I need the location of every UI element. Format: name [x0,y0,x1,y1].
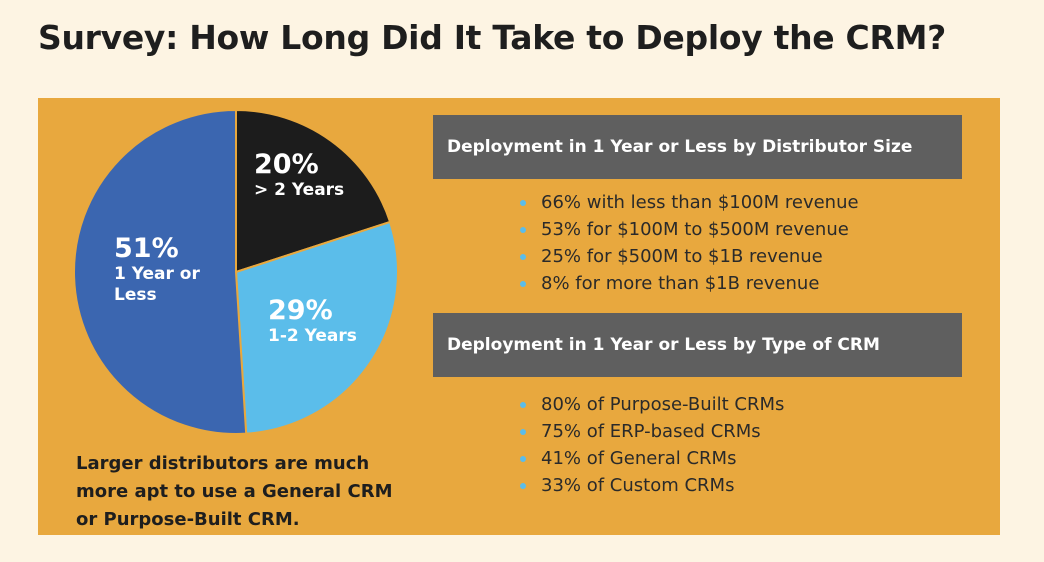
slice-category-label: 1-2 Years [268,326,357,346]
bullet [520,281,526,287]
bullet [520,200,526,206]
slice-label: 29% 1-2 Years [268,296,357,347]
slice-label: 51% 1 Year or Less [114,234,204,306]
bullet-item: 25% for $500M to $1B revenue [541,246,823,267]
note: Larger distributors are much more apt to… [76,453,393,530]
page-title: Survey: How Long Did It Take to Deploy t… [38,18,946,57]
bullet [520,456,526,462]
slice-category-label: > 2 Years [254,180,345,200]
slice-value-label: 20% [254,149,319,180]
bullet [520,227,526,233]
bullet-item: 80% of Purpose-Built CRMs [541,394,785,415]
bullet-item: 33% of Custom CRMs [541,475,735,496]
bullet-item: 75% of ERP-based CRMs [541,421,761,442]
bullet [520,429,526,435]
bullet-item: 53% for $100M to $500M revenue [541,219,849,240]
bullet [520,402,526,408]
bullet-item: 66% with less than $100M revenue [541,192,859,213]
bullet-item: 8% for more than $1B revenue [541,273,820,294]
pie-slice [234,220,399,435]
bullet [520,254,526,260]
pie-slice [235,108,392,274]
pie-slice [72,108,248,435]
slice-label: 20% > 2 Years [254,150,344,201]
bullet [520,483,526,489]
section-heading: Deployment in 1 Year or Less by Type of … [433,313,962,377]
slice-value-label: 29% [268,295,333,326]
slice-value-label: 51% [114,233,179,264]
slice-category-label: 1 Year or Less [114,264,200,305]
section-heading: Deployment in 1 Year or Less by Distribu… [433,115,962,179]
bullet-item: 41% of General CRMs [541,448,737,469]
